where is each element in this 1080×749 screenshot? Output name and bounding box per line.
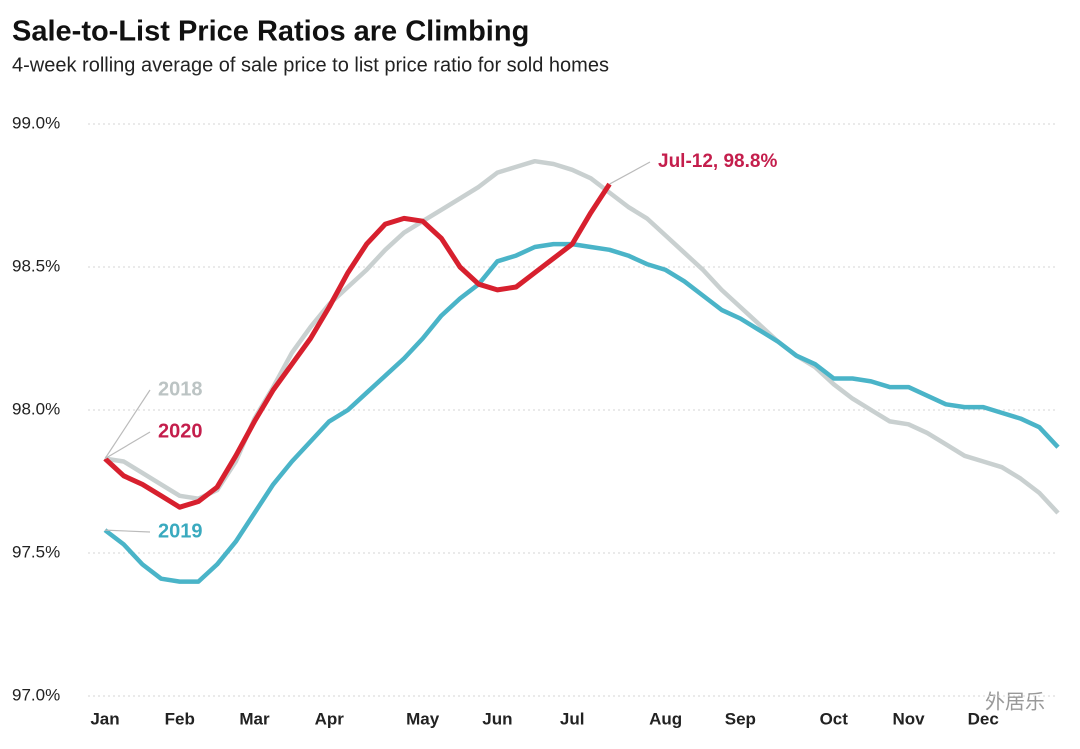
x-tick-label: Jun [482,709,512,728]
y-tick-label: 99.0% [12,113,60,132]
leader-line [104,431,151,460]
y-tick-label: 97.0% [12,685,60,704]
annotation-line [609,161,651,185]
x-tick-label: Nov [892,709,925,728]
legend-label: 2018 [158,378,203,400]
series-line [104,158,1060,515]
x-tick-label: Dec [968,709,999,728]
x-tick-label: Apr [315,709,345,728]
chart-subtitle: 4-week rolling average of sale price to … [12,54,609,76]
series-line [103,182,612,510]
legend-label: 2020 [158,420,203,442]
x-tick-label: May [406,709,440,728]
x-tick-label: Oct [820,709,849,728]
leader-line [104,529,151,533]
leader-line [104,389,151,459]
x-tick-label: Jan [90,709,119,728]
annotation: Jul-12, 98.8% [658,151,777,172]
x-tick-label: Mar [239,709,270,728]
x-tick-label: Feb [165,709,195,728]
series-line [103,241,1060,584]
y-tick-label: 98.0% [12,399,60,418]
x-tick-label: Aug [649,709,682,728]
legend-label: 2019 [158,520,203,542]
x-tick-label: Jul [560,709,585,728]
y-tick-label: 98.5% [12,256,60,275]
x-tick-label: Sep [725,709,756,728]
chart-title: Sale-to-List Price Ratios are Climbing [12,16,529,48]
y-tick-label: 97.5% [12,542,60,561]
